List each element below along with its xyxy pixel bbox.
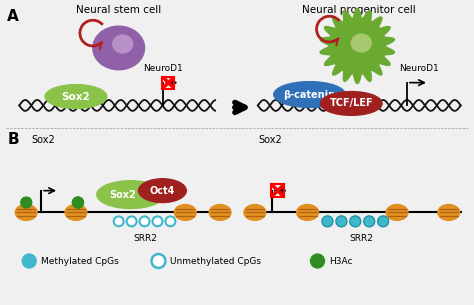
Text: Sox2: Sox2 — [31, 135, 55, 145]
Circle shape — [336, 216, 347, 227]
Ellipse shape — [113, 35, 133, 53]
Ellipse shape — [351, 34, 371, 52]
Ellipse shape — [65, 205, 87, 221]
Text: Neural stem cell: Neural stem cell — [76, 5, 161, 15]
Text: SRR2: SRR2 — [349, 234, 373, 243]
Ellipse shape — [320, 92, 382, 115]
Ellipse shape — [209, 205, 231, 221]
Text: Sox2: Sox2 — [258, 135, 282, 145]
Text: H3Ac: H3Ac — [329, 257, 353, 266]
Ellipse shape — [297, 205, 319, 221]
Text: A: A — [8, 9, 19, 24]
Text: Sox2: Sox2 — [62, 92, 91, 102]
Text: NeuroD1: NeuroD1 — [144, 64, 183, 73]
Text: TCF/LEF: TCF/LEF — [329, 99, 373, 109]
Ellipse shape — [97, 181, 164, 209]
Ellipse shape — [244, 205, 266, 221]
Circle shape — [139, 217, 149, 226]
Text: NeuroD1: NeuroD1 — [399, 64, 439, 73]
Text: Oct4: Oct4 — [150, 186, 175, 196]
Text: Unmethylated CpGs: Unmethylated CpGs — [170, 257, 261, 266]
Circle shape — [21, 197, 32, 208]
Ellipse shape — [274, 82, 346, 107]
Circle shape — [322, 216, 333, 227]
Text: Neural progenitor cell: Neural progenitor cell — [302, 5, 416, 15]
Circle shape — [378, 216, 389, 227]
Text: B: B — [8, 132, 19, 147]
Circle shape — [153, 217, 163, 226]
Ellipse shape — [438, 205, 460, 221]
Polygon shape — [320, 8, 394, 84]
Ellipse shape — [386, 205, 408, 221]
Circle shape — [127, 217, 137, 226]
Text: SRR2: SRR2 — [134, 234, 157, 243]
Ellipse shape — [15, 205, 37, 221]
Ellipse shape — [93, 26, 145, 70]
Circle shape — [364, 216, 374, 227]
Ellipse shape — [45, 84, 107, 108]
Ellipse shape — [174, 205, 196, 221]
Circle shape — [165, 217, 175, 226]
Circle shape — [152, 254, 165, 268]
Circle shape — [350, 216, 361, 227]
Text: Sox2: Sox2 — [109, 190, 136, 199]
Circle shape — [73, 197, 83, 208]
Ellipse shape — [138, 179, 186, 203]
Text: β-catenin: β-catenin — [283, 90, 336, 99]
Circle shape — [73, 197, 83, 208]
Circle shape — [114, 217, 124, 226]
Circle shape — [310, 254, 325, 268]
Circle shape — [22, 254, 36, 268]
Text: Methylated CpGs: Methylated CpGs — [41, 257, 119, 266]
